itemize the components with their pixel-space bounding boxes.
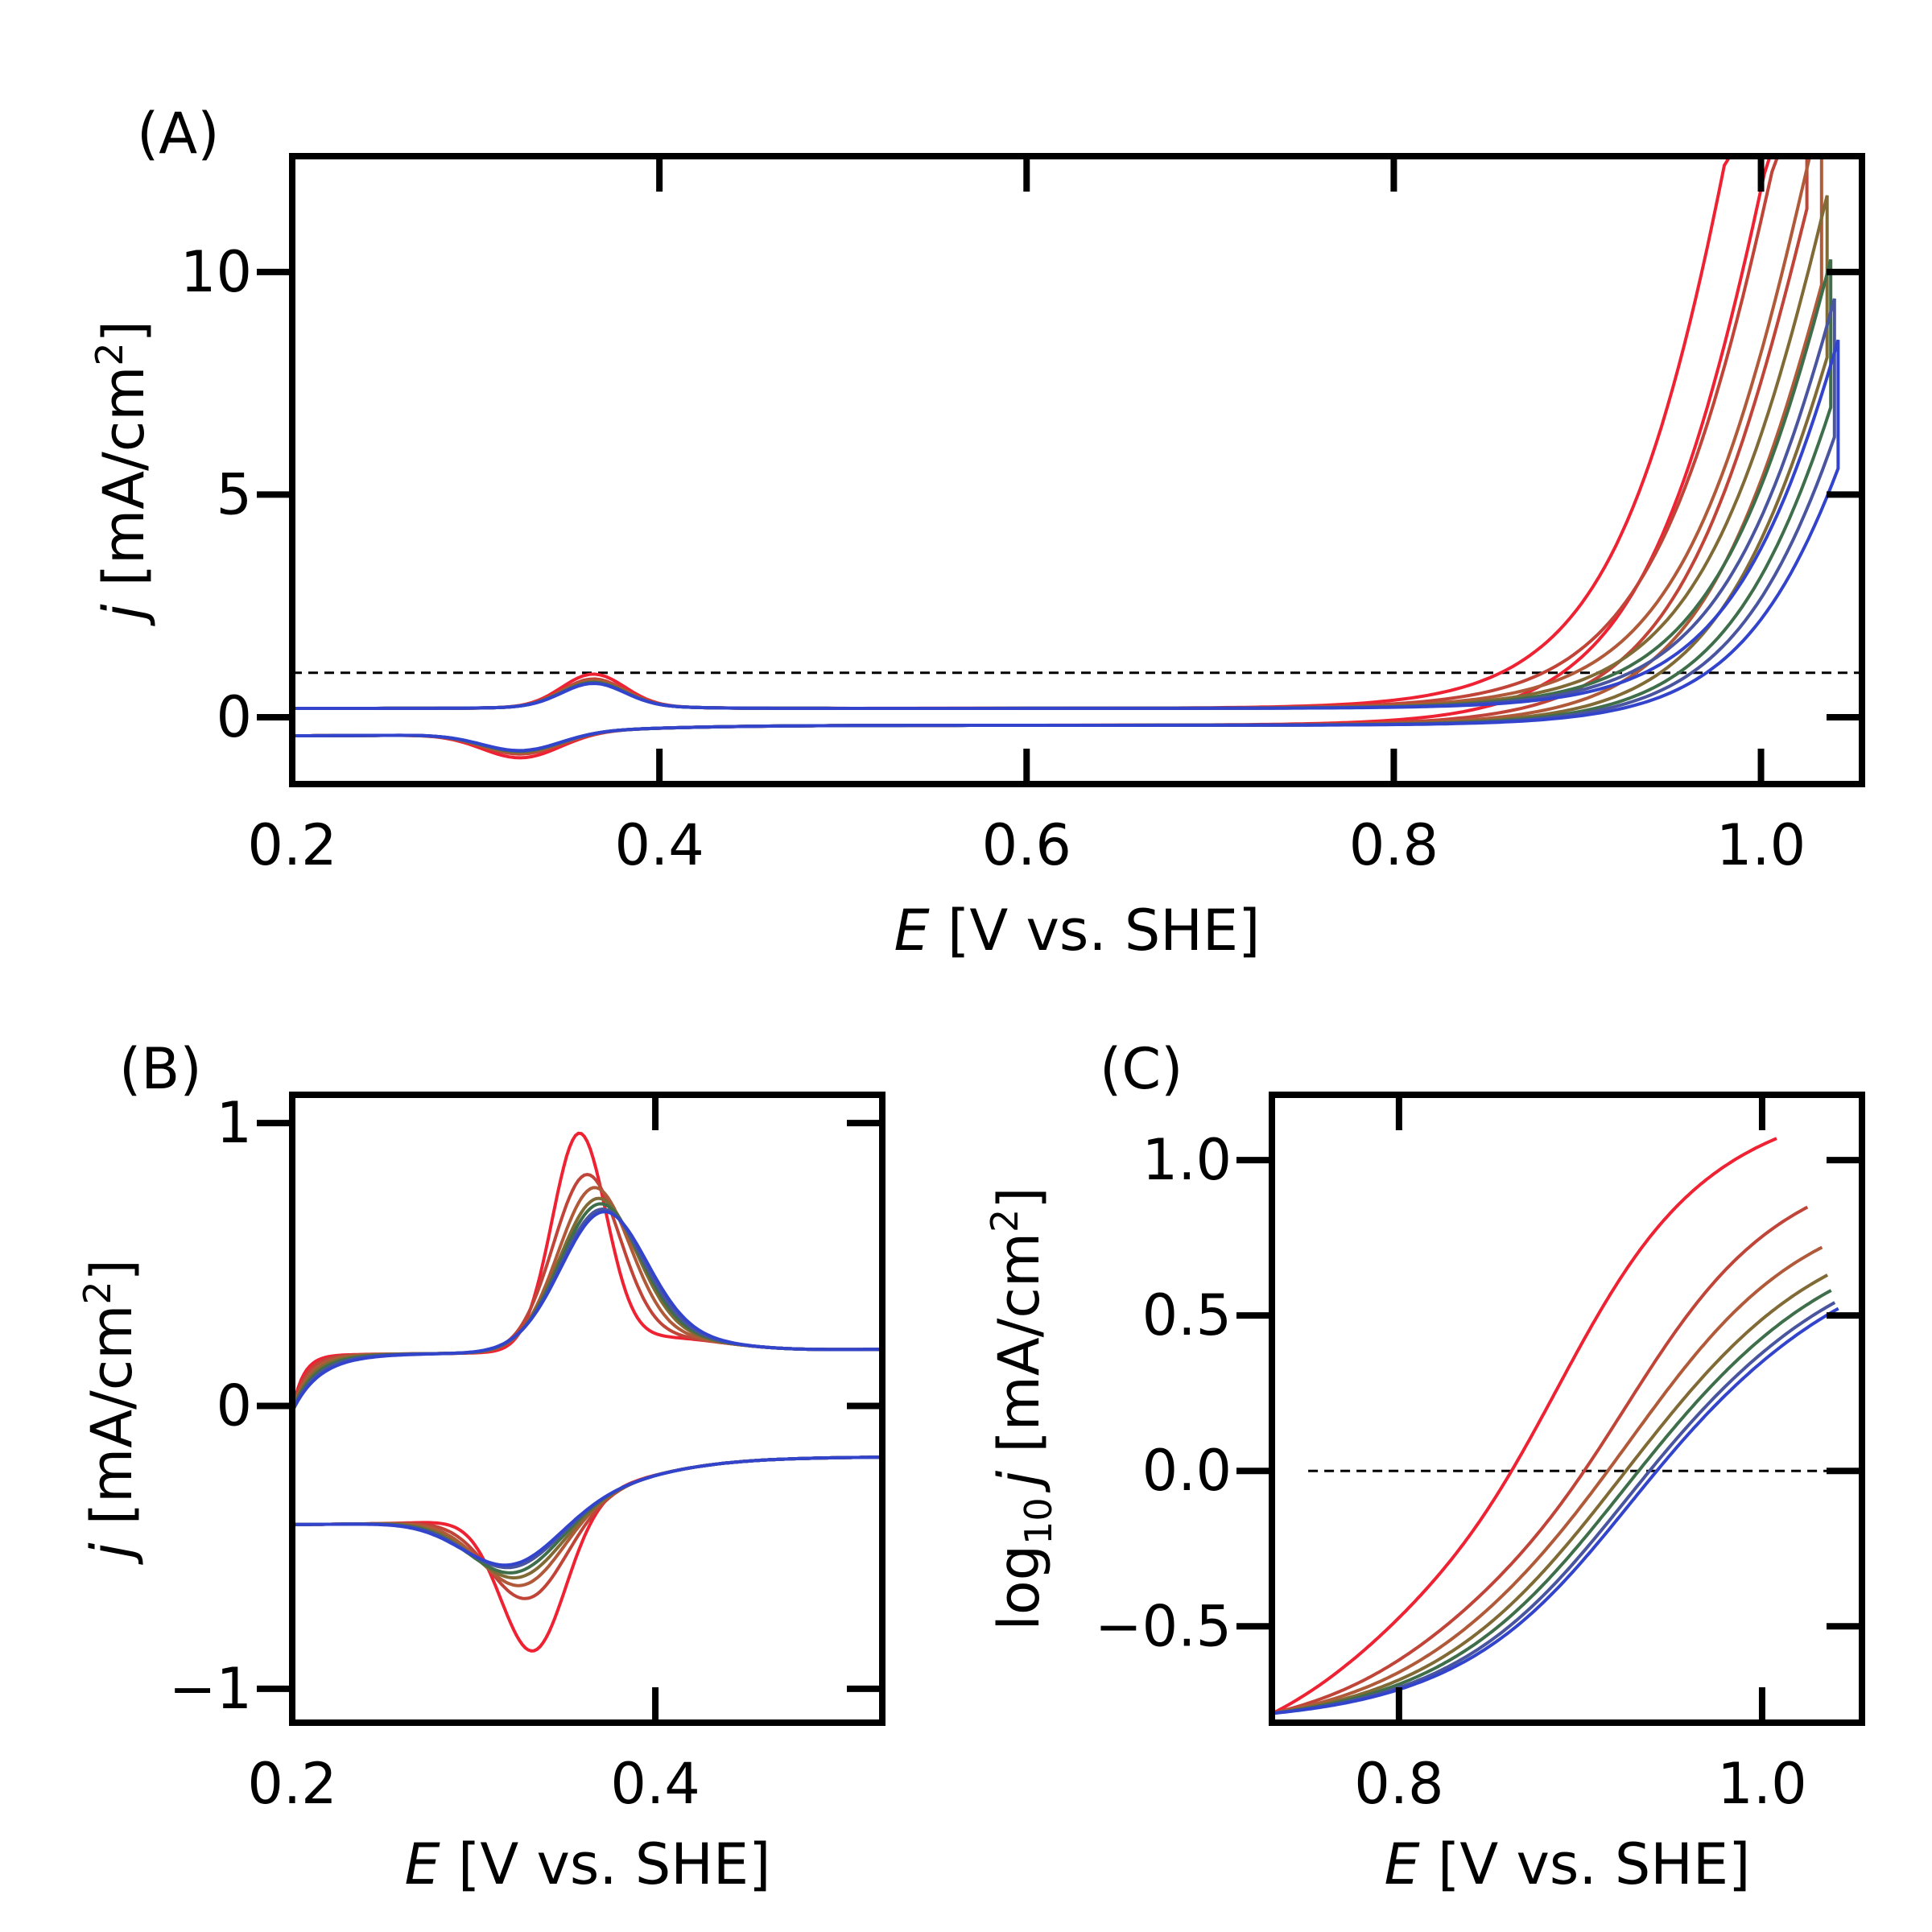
- panel-c-ylabel-symbol: j: [986, 1470, 1052, 1492]
- panel-a-plot-area: [292, 155, 1862, 760]
- panel-a-series-2: [292, 155, 1809, 756]
- panel-b-y-axis-label: j [mA/cm2]: [76, 1259, 145, 1565]
- panel-b-xtick-label: 0.2: [247, 1751, 336, 1817]
- panel-a-series-6: [292, 298, 1836, 753]
- panel-a-ylabel-unit: [mA/cm: [91, 366, 157, 605]
- panel-c-xlabel-symbol: E: [1385, 1831, 1421, 1897]
- panel-a-ylabel-sup: 2: [88, 342, 131, 365]
- panel-a-series-7: [292, 339, 1840, 753]
- panel-a-xtick-label: 0.8: [1349, 812, 1439, 878]
- panel-c-ylabel-close: ]: [986, 1187, 1052, 1208]
- panel-b-series-group: [292, 1131, 882, 1653]
- panel-a-xtick-label: 1.0: [1716, 812, 1806, 878]
- panel-a-ticks: 0.2 0.4 0.6 0.8 1.0 0 5 10: [180, 156, 1862, 878]
- panel-b-x-axis-label: E [V vs. SHE]: [405, 1831, 771, 1897]
- panel-b-xlabel-symbol: E: [405, 1831, 441, 1897]
- panel-b-xtick-label: 0.4: [610, 1751, 700, 1817]
- panel-a-xtick-label: 0.6: [982, 812, 1071, 878]
- panel-a-x-axis-label: E [V vs. SHE]: [894, 898, 1261, 964]
- panel-b-ylabel-unit: [mA/cm: [79, 1305, 145, 1543]
- panel-b-ylabel-symbol: j: [79, 1542, 145, 1565]
- panel-b-series-5-anodic: [292, 1202, 882, 1413]
- panel-b: 0.2 0.4 −1 0 1 (B) E [V vs. SHE] j [mA/cm2]: [76, 1036, 886, 1897]
- panel-b-ytick-label: 1: [216, 1090, 252, 1156]
- panel-a-ylabel-close: ]: [91, 320, 157, 342]
- panel-c-xlabel-unit: [V vs. SHE]: [1420, 1831, 1751, 1897]
- panel-c-ylabel-sup: 2: [983, 1209, 1026, 1232]
- panel-b-ylabel-close: ]: [79, 1259, 145, 1281]
- panel-a-ylabel-symbol: j: [91, 604, 157, 626]
- panel-c-series-4: [1271, 1274, 1829, 1715]
- panel-a-xtick-label: 0.4: [614, 812, 704, 878]
- panel-a-ytick-label: 5: [216, 461, 252, 527]
- panel-c-y-axis-label: log10 j [mA/cm2]: [983, 1187, 1060, 1630]
- panel-c-xtick-label: 1.0: [1717, 1751, 1806, 1817]
- panel-c-series-1: [1271, 1137, 1777, 1715]
- panel-b-series-6-anodic: [292, 1207, 882, 1413]
- panel-c-series-2: [1271, 1205, 1809, 1715]
- panel-b-xlabel-unit: [V vs. SHE]: [440, 1831, 771, 1897]
- panel-b-frame: [289, 1092, 886, 1726]
- panel-a-label: (A): [137, 101, 220, 167]
- panel-b-ticks: 0.2 0.4 −1 0 1: [169, 1090, 882, 1817]
- panel-c-ylabel-unit: [mA/cm: [986, 1232, 1052, 1471]
- panel-c-ytick-label: 0.5: [1142, 1282, 1232, 1348]
- panel-a-xtick-label: 0.2: [247, 812, 336, 878]
- panel-b-plot-area: [292, 1131, 882, 1653]
- panel-c-ylabel-log: log: [986, 1545, 1052, 1631]
- panel-c-ylabel-sub: 10: [1017, 1497, 1060, 1545]
- panel-a-ytick-label: 10: [180, 239, 252, 305]
- panel-a-ytick-label: 0: [216, 684, 252, 750]
- panel-c-plot-area: [1271, 1137, 1862, 1715]
- panel-c-ytick-label: 1.0: [1142, 1127, 1232, 1193]
- panel-a-series-3: [292, 155, 1823, 755]
- panel-a-xlabel-unit: [V vs. SHE]: [930, 898, 1261, 964]
- panel-c-series-6: [1271, 1301, 1836, 1715]
- panel-a-series-4: [292, 195, 1829, 753]
- panel-b-series-4-anodic: [292, 1196, 882, 1413]
- panel-b-ytick-label: 0: [216, 1373, 252, 1439]
- panel-c-frame: [1269, 1092, 1865, 1726]
- panel-c-ticks: 0.8 1.0 −0.5 0.0 0.5 1.0: [1095, 1095, 1862, 1817]
- panel-b-label: (B): [119, 1036, 202, 1102]
- panel-c-series-3: [1271, 1245, 1823, 1715]
- panel-c-xtick-label: 0.8: [1354, 1751, 1443, 1817]
- panel-a-y-axis-label: j [mA/cm2]: [88, 320, 157, 626]
- panel-b-ylabel-sup: 2: [76, 1281, 119, 1304]
- panel-b-series-1-cathodic: [292, 1455, 882, 1653]
- panel-c-ytick-label: 0.0: [1142, 1438, 1232, 1504]
- panel-a: 0.2 0.4 0.6 0.8 1.0 0 5 10 (A) E [V vs. SHE] j …: [88, 101, 1865, 964]
- panel-c: 0.8 1.0 −0.5 0.0 0.5 1.0 (C) E [V vs. SHE] lo…: [983, 1036, 1865, 1897]
- panel-c-series-5: [1271, 1289, 1832, 1715]
- panel-c-label: (C): [1100, 1036, 1183, 1102]
- panel-a-xlabel-symbol: E: [894, 898, 931, 964]
- panel-a-frame: [289, 153, 1865, 787]
- panel-c-ytick-label: −0.5: [1095, 1593, 1232, 1659]
- panel-b-series-7-anodic: [292, 1210, 882, 1413]
- panel-c-x-axis-label: E [V vs. SHE]: [1385, 1831, 1751, 1897]
- panel-b-series-7-cathodic: [292, 1455, 882, 1567]
- panel-c-series-7: [1271, 1307, 1839, 1715]
- panel-b-ytick-label: −1: [169, 1656, 252, 1722]
